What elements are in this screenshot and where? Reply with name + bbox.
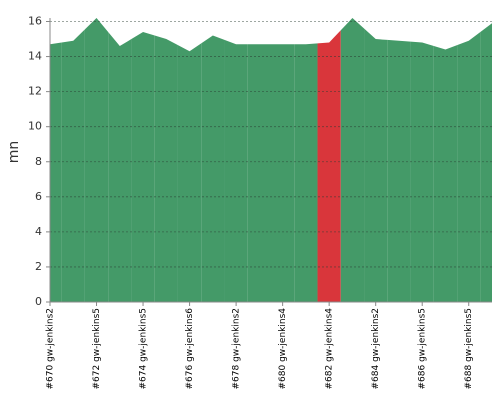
area-segment	[201, 35, 225, 303]
area-segment	[154, 35, 178, 303]
area-segment	[224, 39, 248, 303]
x-tick-label: #682 gw-jenkins4	[325, 308, 335, 390]
area-segment	[50, 42, 62, 302]
area-segment	[317, 30, 341, 302]
y-tick-label: 8	[35, 155, 42, 168]
y-tick-label: 4	[35, 225, 42, 238]
y-axis-label: mn	[6, 141, 22, 164]
x-tick-label: #684 gw-jenkins2	[371, 308, 381, 389]
area-segment	[410, 41, 434, 303]
x-tick-label: #680 gw-jenkins4	[278, 308, 288, 390]
y-tick-label: 2	[35, 260, 42, 273]
area-segment	[108, 32, 132, 303]
x-tick-label: #688 gw-jenkins5	[464, 308, 474, 389]
y-tick-label: 16	[28, 15, 42, 28]
area-segment	[177, 43, 202, 303]
area-segment	[247, 44, 271, 302]
y-tick-label: 0	[35, 295, 42, 308]
area-segment	[271, 44, 295, 302]
area-segment	[131, 32, 155, 303]
y-tick-label: 12	[28, 85, 42, 98]
area-segment	[61, 29, 85, 303]
area-segment	[433, 45, 458, 302]
x-tick-label: #678 gw-jenkins2	[232, 308, 242, 389]
area-segment	[480, 23, 492, 303]
x-tick-label: #674 gw-jenkins5	[139, 308, 149, 389]
area-segment	[340, 18, 365, 302]
area-segment	[457, 32, 481, 303]
area-segment	[84, 18, 109, 302]
x-tick-label: #670 gw-jenkins2	[46, 308, 56, 389]
x-tick-label: #676 gw-jenkins6	[185, 308, 195, 390]
area-segment	[294, 43, 318, 303]
x-tick-label: #672 gw-jenkins5	[92, 308, 102, 389]
area-segment	[387, 39, 411, 303]
x-tick-label: #686 gw-jenkins5	[418, 308, 428, 389]
y-tick-label: 10	[28, 120, 42, 133]
y-tick-label: 14	[28, 50, 42, 63]
y-tick-label: 6	[35, 190, 42, 203]
area-segment	[364, 28, 388, 302]
